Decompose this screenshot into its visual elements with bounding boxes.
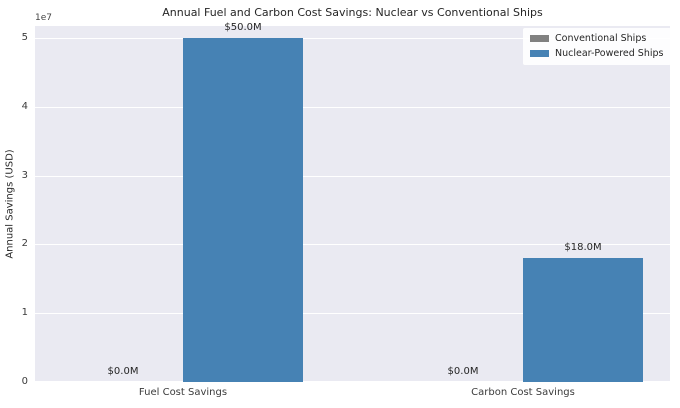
legend-swatch <box>530 50 549 57</box>
legend-label: Conventional Ships <box>555 33 647 44</box>
gridline <box>35 381 670 382</box>
bar-value-label: $50.0M <box>224 22 262 34</box>
y-tick-label: 4 <box>21 100 28 112</box>
y-axis-offset-label: 1e7 <box>35 13 52 23</box>
y-tick-label: 5 <box>21 32 28 44</box>
bar-nuclear-powered-ships <box>523 258 643 382</box>
bar-value-label: $18.0M <box>564 242 602 254</box>
legend-item: Nuclear-Powered Ships <box>530 48 663 59</box>
legend-swatch <box>530 35 549 42</box>
bar-value-label: $0.0M <box>447 366 479 377</box>
y-tick-label: 2 <box>21 238 28 250</box>
plot-area <box>35 26 670 382</box>
legend-label: Nuclear-Powered Ships <box>555 48 664 59</box>
gridline <box>35 38 670 40</box>
y-tick-label: 1 <box>21 307 28 319</box>
gridline <box>35 175 670 177</box>
chart-title: Annual Fuel and Carbon Cost Savings: Nuc… <box>162 6 543 19</box>
bar-value-label: $0.0M <box>107 366 139 377</box>
legend: Conventional Ships Nuclear-Powered Ships <box>523 28 672 65</box>
x-tick-label: Fuel Cost Savings <box>138 387 228 398</box>
gridline <box>35 313 670 315</box>
y-tick-label: 3 <box>21 169 28 181</box>
bar-nuclear-powered-ships <box>183 38 303 382</box>
y-tick-label: 0 <box>21 376 28 387</box>
x-tick-label: Carbon Cost Savings <box>471 387 575 398</box>
gridline <box>35 106 670 108</box>
legend-item: Conventional Ships <box>530 33 663 44</box>
gridline <box>35 244 670 246</box>
